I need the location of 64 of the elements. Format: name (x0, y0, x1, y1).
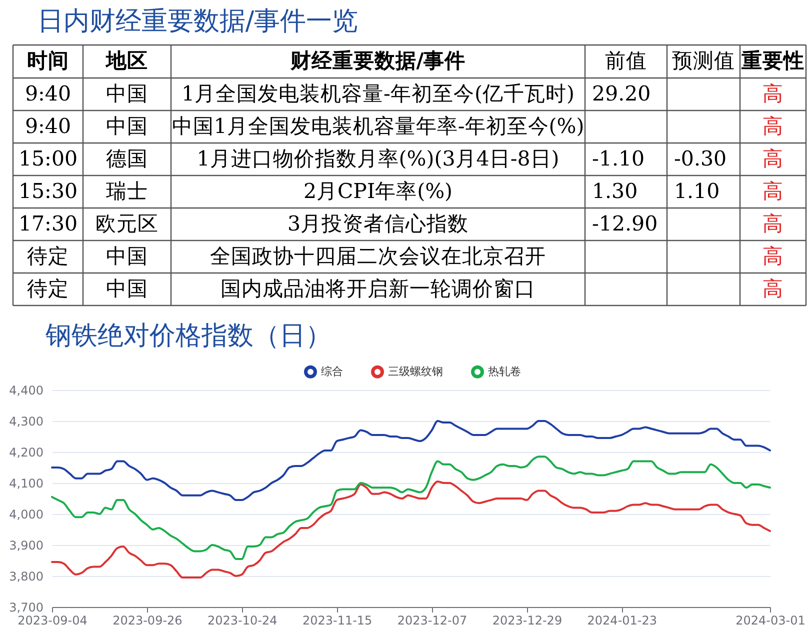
category-label: 前值 (605, 48, 647, 72)
x-tick-label: 2023-12-07 (397, 614, 468, 628)
text: 欧元区 (96, 211, 158, 236)
x-tick-label: 2023-09-04 (18, 614, 88, 628)
text: 中国1月全国发电装机容量年率-年初至今(%) (172, 114, 584, 138)
text: 高 (762, 178, 784, 203)
x-tick-label: 2024-03-01 (736, 614, 806, 628)
text: 9:40 (24, 81, 72, 106)
text: 高 (762, 211, 784, 236)
x-tick-label: 2024-01-23 (587, 614, 658, 628)
text: 高 (762, 276, 784, 300)
text: 15:00 (18, 146, 78, 170)
text: 中国 (106, 244, 148, 268)
text: 中国 (106, 276, 148, 300)
text: 德国 (106, 146, 148, 170)
text: 中国 (106, 81, 148, 106)
text: 1月全国发电装机容量-年初至今(亿千瓦时) (182, 81, 574, 106)
text: 1.10 (674, 178, 720, 203)
text: 中国 (106, 114, 148, 138)
text: 9:40 (24, 114, 72, 138)
text: -1.10 (592, 146, 645, 170)
line-series (51, 456, 771, 560)
legend-label: 热轧卷 (488, 364, 521, 378)
category-label: 时间 (27, 48, 69, 72)
text: 国内成品油将开启新一轮调价窗口 (220, 276, 536, 300)
text: 3月投资者信心指数 (287, 211, 469, 236)
y-tick-label: 4,000 (9, 508, 44, 522)
x-tick-label: 2023-12-29 (492, 614, 562, 628)
y-tick-label: 4,100 (9, 476, 44, 490)
y-tick-label: 3,900 (9, 538, 44, 552)
text: 29.20 (592, 81, 651, 106)
x-tick-label: 2023-11-15 (302, 614, 372, 628)
text: -0.30 (674, 146, 727, 170)
text: 1月进口物价指数月率(%)(3月4日-8日) (196, 146, 560, 170)
y-tick-label: 3,800 (9, 570, 44, 584)
category-label: 地区 (105, 48, 148, 72)
text: 瑞士 (106, 178, 148, 203)
line-series (51, 420, 771, 502)
text: 2月CPI年率(%) (303, 178, 453, 203)
text: 待定 (27, 276, 69, 300)
legend-label: 三级螺纹钢 (388, 364, 443, 378)
text: 全国政协十四届二次会议在北京召开 (210, 244, 546, 268)
y-tick-label: 3,700 (9, 600, 44, 614)
text: -12.90 (592, 211, 658, 236)
text: 待定 (27, 244, 69, 268)
y-tick-label: 4,300 (9, 414, 44, 428)
text: 高 (762, 81, 784, 106)
line-series (51, 480, 771, 579)
text: 高 (762, 244, 784, 268)
chart-title: 钢铁绝对价格指数（日） (44, 321, 332, 351)
category-label: 重要性 (740, 48, 804, 72)
text: 1.30 (592, 178, 638, 203)
text: 日内财经重要数据/事件一览 (37, 6, 358, 36)
category-label: 财经重要数据/事件 (289, 48, 466, 72)
legend-label: 综合 (321, 364, 343, 378)
text: 高 (762, 114, 784, 138)
text: 15:30 (18, 178, 78, 203)
x-tick-label: 2023-10-24 (208, 614, 278, 628)
x-tick-label: 2023-09-26 (112, 614, 182, 628)
text: 17:30 (18, 211, 78, 236)
y-tick-label: 4,200 (9, 446, 44, 460)
text: 高 (762, 146, 784, 170)
category-label: 预测值 (672, 48, 735, 72)
y-tick-label: 4,400 (9, 384, 44, 398)
